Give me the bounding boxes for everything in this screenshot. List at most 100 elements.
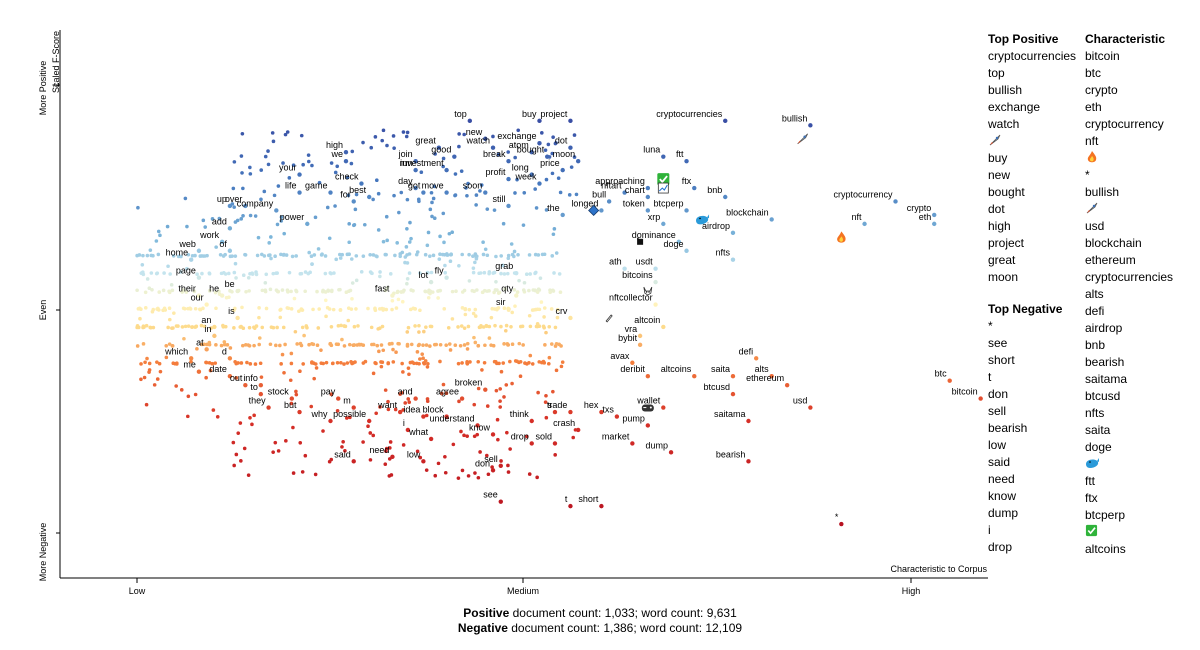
term-label[interactable]: bought [517,145,545,155]
term-dot[interactable] [388,440,393,444]
term-point-market[interactable] [630,441,635,446]
term-dot[interactable] [480,290,485,294]
fire-icon[interactable] [1085,150,1173,167]
term-dot[interactable] [164,343,169,348]
term-dot[interactable] [543,148,548,152]
term-dot[interactable] [352,324,357,329]
term-dot[interactable] [518,374,523,379]
term-dot[interactable] [474,203,478,207]
term-dot[interactable] [244,289,248,294]
term-dot[interactable] [349,307,354,311]
term-dot[interactable] [438,234,442,239]
term-dot[interactable] [471,311,476,316]
term-dot[interactable] [425,365,430,369]
term-dot[interactable] [574,192,579,197]
term-dot[interactable] [374,411,378,416]
hand-icon[interactable] [637,237,644,245]
term-point-think[interactable] [529,418,534,424]
term-dot[interactable] [253,362,258,366]
term-dot[interactable] [354,307,358,311]
term-point-exchange[interactable] [537,141,542,146]
term-point-he[interactable] [219,293,225,298]
term-dot[interactable] [418,271,422,275]
term-label[interactable]: game [305,181,328,191]
whale-icon[interactable] [696,214,710,225]
term-dot[interactable] [205,253,209,258]
term-dot[interactable] [521,223,526,227]
term-dot[interactable] [285,130,290,134]
term-dot[interactable] [152,383,157,387]
term-point-i[interactable] [405,427,411,433]
term-dot[interactable] [521,343,525,347]
term-dot[interactable] [150,309,155,314]
term-dot[interactable] [345,252,350,257]
term-label[interactable]: usd [793,396,808,406]
term-dot[interactable] [409,236,413,241]
term-point-watch[interactable] [490,145,496,150]
term-label[interactable]: week [514,172,537,182]
term-dot[interactable] [321,429,325,433]
term-point-pay[interactable] [336,396,341,401]
term-label[interactable]: stock [268,387,290,397]
term-dot[interactable] [269,235,273,239]
term-point-soon[interactable] [483,190,488,195]
term-dot[interactable] [214,343,218,347]
term-dot[interactable] [182,336,186,341]
term-dot[interactable] [207,340,212,345]
term-dot[interactable] [453,172,458,176]
term-dot[interactable] [401,130,406,134]
term-label[interactable]: life [285,181,297,191]
term-dot[interactable] [405,281,409,286]
term-dot[interactable] [246,276,251,280]
term-point-short[interactable] [599,503,604,509]
term-list-item[interactable]: bullish [988,83,1023,97]
term-dot[interactable] [404,245,409,249]
term-list-item[interactable]: bought [988,185,1025,199]
term-dot[interactable] [271,325,276,330]
chart-icon[interactable] [657,182,669,194]
term-point-me[interactable] [196,369,202,374]
term-label[interactable]: to [250,382,258,392]
term-dot[interactable] [457,144,461,149]
term-dot[interactable] [501,361,506,365]
term-dot[interactable] [141,325,145,330]
term-dot[interactable] [193,306,198,311]
term-dot[interactable] [428,254,432,259]
term-dot[interactable] [319,348,323,352]
term-dot[interactable] [217,289,221,294]
term-dot[interactable] [555,307,560,312]
term-list-item[interactable]: btc [1085,66,1102,80]
term-dot[interactable] [385,143,389,148]
term-dot[interactable] [516,252,520,257]
term-dot[interactable] [409,342,414,347]
term-dot[interactable] [283,342,287,347]
term-label[interactable]: ath [609,257,622,267]
term-label[interactable]: is [228,306,235,316]
term-dot[interactable] [171,326,175,330]
term-label[interactable]: which [164,346,188,356]
term-dot[interactable] [517,341,522,346]
term-dot[interactable] [559,364,564,369]
term-dot[interactable] [319,253,324,257]
term-point-for[interactable] [351,199,356,204]
term-dot[interactable] [232,205,236,209]
term-dot[interactable] [210,217,215,221]
gamepad-icon[interactable] [641,404,654,412]
term-list-item[interactable]: nft [1085,134,1099,148]
term-dot[interactable] [422,329,426,334]
fire-icon[interactable] [837,231,846,243]
term-dot[interactable] [307,342,311,347]
term-dot[interactable] [156,308,161,312]
term-dot[interactable] [472,434,477,439]
term-list-item[interactable]: exchange [988,100,1041,114]
term-label[interactable]: know [469,422,491,432]
term-list-item[interactable]: * [988,319,993,333]
term-list-item[interactable]: eth [1085,100,1102,114]
term-dot[interactable] [472,402,477,407]
term-dot[interactable] [260,325,265,330]
term-dot[interactable] [330,288,334,293]
term-dot[interactable] [399,190,404,195]
term-dot[interactable] [241,186,245,191]
term-dot[interactable] [401,443,406,447]
term-dot[interactable] [324,314,328,319]
